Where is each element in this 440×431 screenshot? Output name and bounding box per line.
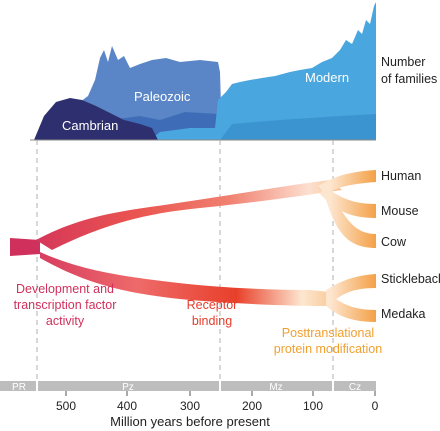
ylabel-line-2: of families bbox=[381, 72, 437, 86]
annotation-development-line-1: Development and bbox=[16, 282, 114, 296]
era-label-cz: Cz bbox=[349, 382, 361, 393]
fauna-label-paleozoic: Paleozoic bbox=[134, 89, 191, 104]
mammal-lineage-branch bbox=[36, 180, 342, 250]
annotation-receptor-line-2: binding bbox=[192, 314, 232, 328]
era-label-pr: PR bbox=[12, 382, 26, 393]
tick-label-500: 500 bbox=[56, 399, 76, 413]
annotation-posttranslational-line-2: protein modification bbox=[274, 342, 382, 356]
annotation-development-line-3: activity bbox=[46, 314, 85, 328]
era-segment-pr bbox=[0, 381, 36, 391]
leaf-label-mouse: Mouse bbox=[381, 204, 419, 218]
mouse-branch bbox=[320, 186, 376, 218]
annotation-posttranslational-line-1: Posttranslational bbox=[282, 326, 374, 340]
leaf-label-stickleback: Stickleback bbox=[381, 272, 440, 286]
leaf-label-medaka: Medaka bbox=[381, 307, 426, 321]
x-axis-ticks bbox=[65, 391, 376, 396]
human-branch bbox=[318, 170, 376, 194]
fauna-label-modern: Modern bbox=[305, 70, 349, 85]
tick-label-200: 200 bbox=[242, 399, 262, 413]
tick-label-0: 0 bbox=[372, 399, 379, 413]
era-segment-pz bbox=[38, 381, 219, 391]
cambrian-fauna-area bbox=[34, 98, 158, 140]
annotation-receptor-line-1: Receptor bbox=[187, 298, 238, 312]
leaf-label-cow: Cow bbox=[381, 235, 407, 249]
medaka-branch bbox=[326, 292, 376, 322]
x-axis-label: Million years before present bbox=[110, 414, 270, 429]
stickleback-branch bbox=[326, 274, 376, 304]
tick-label-400: 400 bbox=[117, 399, 137, 413]
fauna-label-cambrian: Cambrian bbox=[62, 118, 118, 133]
tick-label-300: 300 bbox=[180, 399, 200, 413]
faunas-panel bbox=[30, 2, 376, 141]
era-bar bbox=[0, 381, 376, 391]
phylogeny-tree bbox=[10, 170, 376, 322]
era-label-pz: Pz bbox=[122, 382, 134, 393]
tick-label-100: 100 bbox=[303, 399, 323, 413]
modern-fauna-area bbox=[150, 2, 376, 140]
era-segment-mz bbox=[221, 381, 332, 391]
leaf-label-human: Human bbox=[381, 169, 421, 183]
fish-lineage-branch bbox=[40, 252, 330, 306]
tree-trunk bbox=[10, 238, 40, 256]
annotation-development-line-2: transcription factor bbox=[14, 298, 117, 312]
ylabel-line-1: Number bbox=[381, 55, 425, 69]
era-label-mz: Mz bbox=[269, 382, 282, 393]
modern-lower-band bbox=[220, 114, 376, 140]
era-segment-cz bbox=[334, 381, 376, 391]
cow-branch bbox=[326, 192, 376, 248]
